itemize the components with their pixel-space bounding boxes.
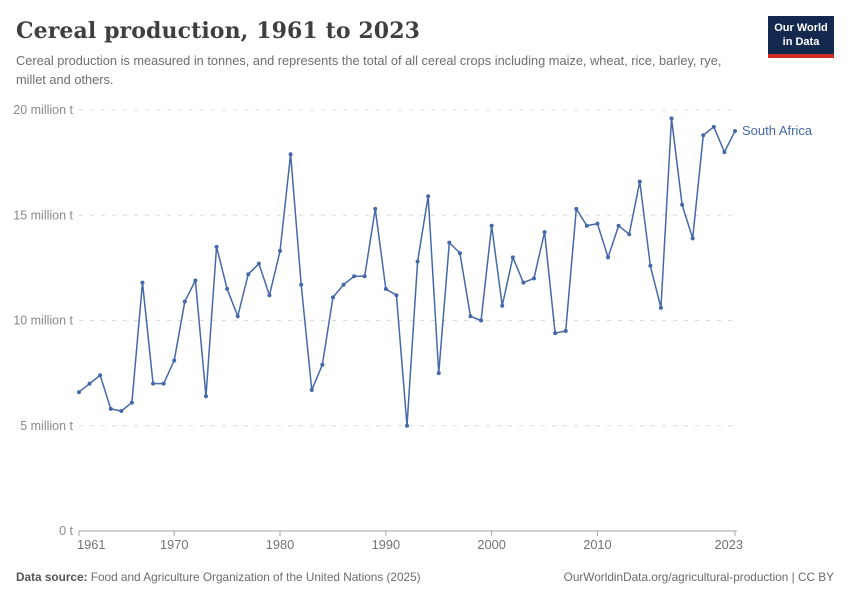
data-point[interactable] — [553, 331, 558, 336]
data-source: Data source: Food and Agriculture Organi… — [16, 570, 421, 584]
data-point[interactable] — [352, 274, 357, 279]
data-point[interactable] — [680, 202, 685, 207]
data-point[interactable] — [595, 221, 600, 226]
data-point[interactable] — [722, 150, 727, 155]
data-point[interactable] — [500, 303, 505, 308]
data-point[interactable] — [225, 286, 230, 291]
y-tick-label: 10 million t — [13, 314, 73, 328]
data-point[interactable] — [701, 133, 706, 138]
y-tick-label: 20 million t — [13, 103, 73, 117]
data-point[interactable] — [151, 381, 156, 386]
data-point[interactable] — [627, 232, 632, 237]
y-tick-label: 5 million t — [20, 419, 73, 433]
chart-footer: Data source: Food and Agriculture Organi… — [16, 570, 834, 584]
x-tick-label: 1970 — [160, 537, 188, 552]
data-point[interactable] — [669, 116, 674, 121]
data-point[interactable] — [584, 223, 589, 228]
footer-link[interactable]: OurWorldinData.org/agricultural-producti… — [563, 570, 834, 584]
data-source-label: Data source: — [16, 570, 88, 584]
data-point[interactable] — [161, 381, 166, 386]
data-point[interactable] — [129, 400, 134, 405]
data-point[interactable] — [426, 194, 431, 199]
data-point[interactable] — [362, 274, 367, 279]
data-point[interactable] — [288, 152, 293, 157]
data-source-text: Food and Agriculture Organization of the… — [87, 570, 421, 584]
x-tick-label: 2023 — [715, 537, 743, 552]
series-end-label[interactable]: South Africa — [742, 123, 813, 138]
owid-logo-text: Our World in Data — [768, 16, 834, 54]
data-point[interactable] — [574, 206, 579, 211]
data-point[interactable] — [330, 295, 335, 300]
owid-logo[interactable]: Our World in Data — [768, 16, 834, 58]
data-point[interactable] — [299, 282, 304, 287]
data-point[interactable] — [214, 244, 219, 249]
data-point[interactable] — [648, 263, 653, 268]
data-point[interactable] — [77, 390, 81, 395]
data-point[interactable] — [383, 286, 388, 291]
data-point[interactable] — [140, 280, 145, 285]
data-point[interactable] — [203, 394, 208, 399]
data-point[interactable] — [521, 280, 526, 285]
data-point[interactable] — [119, 409, 124, 414]
data-point[interactable] — [479, 318, 484, 323]
series-line — [78, 117, 736, 427]
data-point[interactable] — [510, 255, 515, 260]
y-tick-label: 15 million t — [13, 208, 73, 222]
data-point[interactable] — [373, 206, 378, 211]
data-point[interactable] — [542, 230, 547, 235]
data-point[interactable] — [172, 358, 177, 363]
data-point[interactable] — [606, 255, 611, 260]
data-point[interactable] — [267, 293, 272, 298]
data-point[interactable] — [447, 240, 452, 245]
data-point[interactable] — [733, 129, 737, 134]
data-point[interactable] — [278, 249, 283, 254]
data-point[interactable] — [563, 329, 568, 334]
data-point[interactable] — [711, 124, 716, 129]
data-point[interactable] — [394, 293, 399, 298]
data-point[interactable] — [616, 223, 621, 228]
data-point[interactable] — [405, 423, 409, 428]
data-point[interactable] — [246, 272, 251, 277]
data-point[interactable] — [87, 381, 92, 386]
data-point[interactable] — [489, 223, 494, 228]
y-tick-label: 0 t — [59, 524, 73, 538]
data-point[interactable] — [531, 276, 536, 281]
data-point[interactable] — [193, 278, 198, 283]
chart-subtitle: Cereal production is measured in tonnes,… — [16, 53, 722, 87]
data-point[interactable] — [457, 251, 462, 256]
data-point[interactable] — [690, 236, 695, 241]
x-tick-label: 1980 — [266, 537, 294, 552]
page-title: Cereal production, 1961 to 2023 — [16, 18, 421, 44]
chart-canvas[interactable]: 0 t 5 million t 10 million t 15 million t 20… — [0, 92, 850, 562]
data-point[interactable] — [235, 314, 240, 319]
data-point[interactable] — [320, 362, 325, 367]
data-point[interactable] — [256, 261, 261, 266]
data-point[interactable] — [341, 282, 346, 287]
data-point[interactable] — [108, 406, 113, 411]
data-point[interactable] — [658, 305, 663, 310]
data-point[interactable] — [98, 373, 103, 378]
owid-logo-accent-bar — [768, 53, 834, 58]
data-point[interactable] — [436, 371, 441, 376]
data-point[interactable] — [468, 314, 473, 319]
x-tick-label: 2010 — [583, 537, 611, 552]
data-point[interactable] — [182, 299, 187, 304]
data-point[interactable] — [637, 179, 642, 184]
x-tick-label: 2000 — [477, 537, 505, 552]
data-point[interactable] — [309, 387, 314, 392]
x-tick-label: 1961 — [77, 537, 105, 552]
x-tick-label: 1990 — [372, 537, 400, 552]
data-point[interactable] — [415, 259, 420, 264]
